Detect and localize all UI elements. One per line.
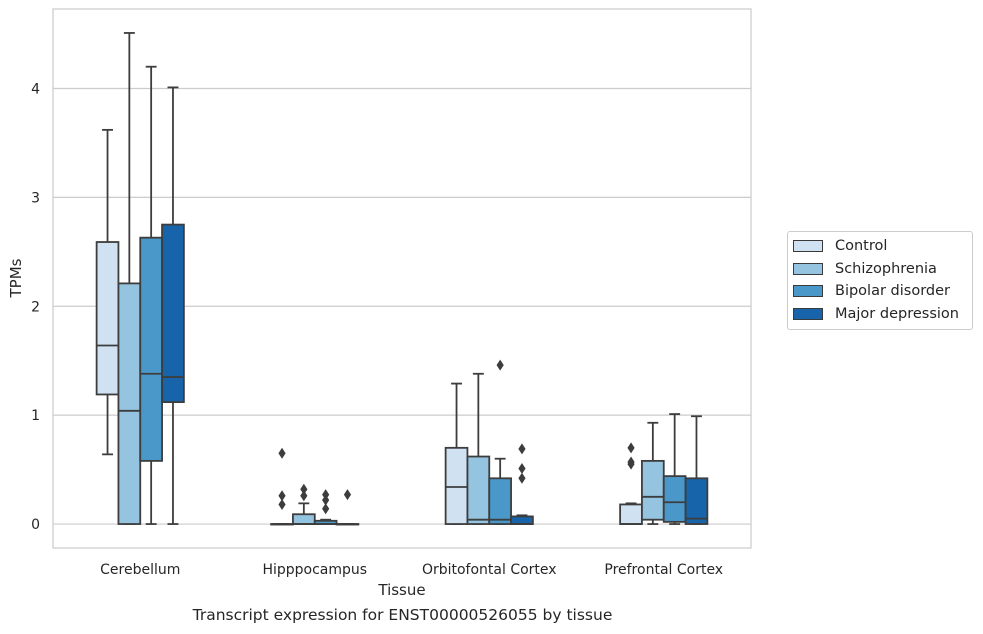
legend-swatch — [793, 307, 823, 320]
outlier-point — [300, 490, 308, 502]
legend-item: Control — [788, 235, 972, 258]
outlier-point — [343, 489, 352, 501]
y-tick-label: 3 — [31, 190, 40, 206]
y-tick-label: 0 — [31, 517, 40, 533]
plot-frame — [52, 8, 752, 549]
legend-item: Bipolar disorder — [788, 280, 972, 303]
box-body — [684, 477, 709, 525]
outlier-point — [496, 359, 504, 371]
box-body — [161, 223, 185, 403]
legend-swatch — [793, 285, 823, 298]
outlier-point — [322, 494, 330, 506]
box-0-1 — [270, 447, 294, 526]
outlier-point — [278, 498, 286, 510]
box-3-2 — [510, 443, 534, 525]
box-2-1 — [313, 489, 338, 525]
outlier-point — [627, 458, 635, 470]
y-tick-label: 4 — [31, 81, 40, 97]
box-body — [488, 477, 512, 525]
box-groups — [95, 32, 709, 526]
x-tick-label: Prefrontal Cortex — [604, 562, 723, 578]
y-tick-label: 2 — [31, 299, 40, 315]
outlier-point — [278, 447, 286, 459]
box-3-3 — [684, 415, 709, 525]
box-body — [510, 515, 534, 525]
x-tick-label: Cerebellum — [100, 562, 180, 578]
box-body — [662, 475, 687, 523]
y-tick-labels: 0 1 2 3 4 — [31, 81, 40, 533]
box-1-0 — [117, 32, 142, 525]
x-tick-label: Orbitofontal Cortex — [422, 562, 557, 578]
box-body — [466, 455, 491, 525]
legend-label: Schizophrenia — [835, 260, 937, 277]
box-3-0 — [161, 86, 185, 525]
legend-label: Major depression — [835, 305, 959, 322]
box-2-2 — [488, 359, 512, 525]
box-1-1 — [292, 483, 316, 525]
legend-label: Control — [835, 238, 888, 255]
legend-item: Schizophrenia — [788, 258, 972, 281]
outlier-point — [518, 472, 526, 484]
y-tick-label: 1 — [31, 408, 40, 424]
outlier-point — [627, 442, 635, 454]
legend-swatch — [793, 240, 823, 253]
box-body — [619, 503, 643, 525]
outlier-point — [518, 463, 526, 475]
box-2-3 — [662, 413, 687, 525]
box-body — [444, 446, 469, 525]
legend-item: Major depression — [788, 303, 972, 326]
outlier-point — [518, 443, 526, 455]
outlier-point — [278, 490, 286, 502]
box-body — [95, 241, 120, 396]
outlier-point — [300, 483, 308, 495]
x-tick-labels: Cerebellum Hipppocampus Orbitofontal Corte… — [100, 562, 723, 578]
box-1-2 — [466, 372, 491, 525]
box-body — [117, 282, 142, 525]
legend-swatch — [793, 262, 823, 275]
box-0-0 — [95, 128, 120, 456]
box-body — [292, 513, 316, 525]
legend-label: Bipolar disorder — [835, 283, 950, 300]
y-axis-label: TPMs — [7, 258, 25, 298]
outlier-point — [322, 503, 330, 515]
box-body — [139, 236, 163, 462]
chart-caption: Transcript expression for ENST0000052605… — [192, 606, 613, 624]
box-3-1 — [335, 489, 360, 526]
x-tick-label: Hipppocampus — [262, 562, 367, 578]
legend: Control Schizophrenia Bipolar disorder Majo… — [787, 231, 973, 330]
box-body — [641, 459, 665, 521]
x-axis-label: Tissue — [377, 581, 425, 599]
